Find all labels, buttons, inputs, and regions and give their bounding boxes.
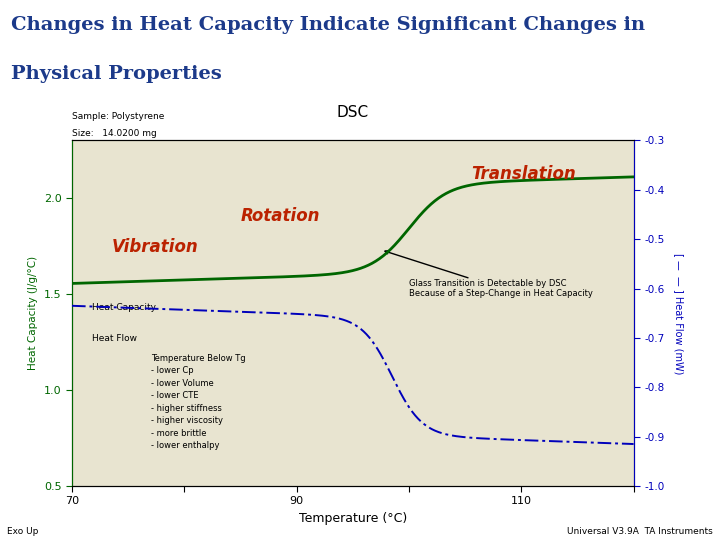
X-axis label: Temperature (°C): Temperature (°C) <box>299 512 407 525</box>
Y-axis label: Heat Capacity (J/g/°C): Heat Capacity (J/g/°C) <box>28 256 38 370</box>
Text: DSC: DSC <box>337 105 369 120</box>
Text: Glass Transition is Detectable by DSC
Because of a Step-Change in Heat Capacity: Glass Transition is Detectable by DSC Be… <box>385 251 593 298</box>
Text: Exo Up: Exo Up <box>7 526 39 536</box>
Y-axis label: [ —  — ] Heat Flow (mW): [ — — ] Heat Flow (mW) <box>674 253 684 374</box>
Text: Vibration: Vibration <box>112 238 198 256</box>
Text: Universal V3.9A  TA Instruments: Universal V3.9A TA Instruments <box>567 526 713 536</box>
Text: Physical Properties: Physical Properties <box>11 65 222 83</box>
Text: Heat Capacity: Heat Capacity <box>92 302 156 312</box>
Text: Sample: Polystyrene: Sample: Polystyrene <box>72 112 164 122</box>
Text: Changes in Heat Capacity Indicate Significant Changes in: Changes in Heat Capacity Indicate Signif… <box>11 16 645 34</box>
Text: Rotation: Rotation <box>240 207 320 225</box>
Text: Size:   14.0200 mg: Size: 14.0200 mg <box>72 129 157 138</box>
Text: Heat Flow: Heat Flow <box>92 334 138 343</box>
Text: Translation: Translation <box>471 165 575 183</box>
Text: Temperature Below Tg
- lower Cp
- lower Volume
- lower CTE
- higher stiffness
- : Temperature Below Tg - lower Cp - lower … <box>150 354 246 450</box>
